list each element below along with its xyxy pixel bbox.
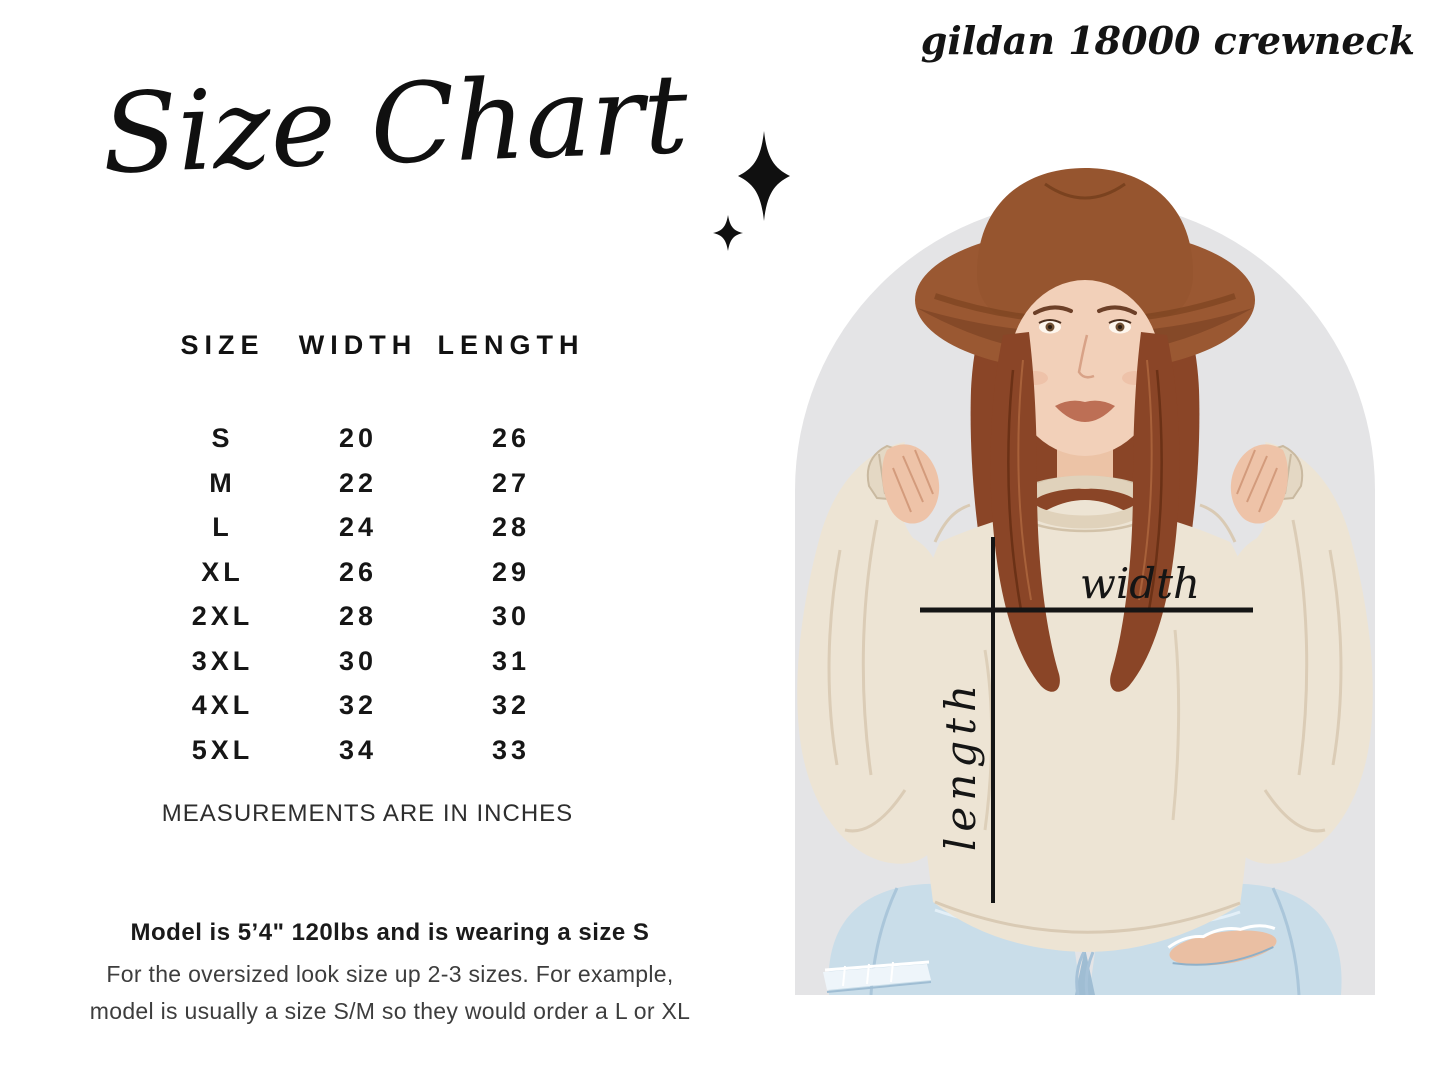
table-row: 4XL 32 32 xyxy=(160,683,591,728)
eye-right xyxy=(1108,319,1132,334)
hat-crease xyxy=(1044,182,1126,200)
left-arm xyxy=(797,442,946,864)
table-row: S 20 26 xyxy=(160,416,591,461)
table-row: XL 26 29 xyxy=(160,550,591,595)
page-title: Size Chart xyxy=(99,49,690,199)
width-cell: 22 xyxy=(338,467,378,498)
width-cell: 34 xyxy=(338,734,378,765)
size-cell: 3XL xyxy=(191,645,254,676)
table-body: S 20 26 M 22 27 L 24 28 XL 26 29 2XL 28 xyxy=(160,416,591,772)
measurements-note: MEASUREMENTS ARE IN INCHES xyxy=(161,800,574,827)
model-info-text: Model is 5’4" 120lbs and is wearing a si… xyxy=(130,919,650,946)
size-cell: M xyxy=(209,467,236,498)
eyebrow-right xyxy=(1097,305,1137,315)
table-row: 5XL 34 33 xyxy=(160,728,591,773)
size-cell: S xyxy=(211,423,234,453)
right-hand xyxy=(1230,444,1288,524)
nose xyxy=(1077,334,1095,379)
model-photo: width length xyxy=(785,150,1385,996)
right-arm xyxy=(1224,442,1373,864)
sparkles-icon xyxy=(713,131,790,251)
width-cell: 32 xyxy=(338,690,378,720)
table-header-row: SIZE WIDTH LENGTH xyxy=(160,330,591,360)
product-name: gildan 18000 crewneck xyxy=(920,18,1415,63)
hat-crown xyxy=(976,168,1194,316)
width-cell: 28 xyxy=(338,601,378,631)
length-cell: 29 xyxy=(491,556,531,587)
hat-brim-shadow xyxy=(917,308,1253,355)
width-cell: 26 xyxy=(338,556,378,587)
ripped-slash xyxy=(823,960,932,993)
table-row: 3XL 30 31 xyxy=(160,639,591,684)
column-header-width: WIDTH xyxy=(298,330,418,360)
length-cell: 26 xyxy=(491,423,531,453)
length-cell: 31 xyxy=(491,645,531,676)
size-cell: 2XL xyxy=(191,601,254,631)
size-cell: L xyxy=(212,512,233,542)
jeans xyxy=(823,883,1342,996)
size-chart-table: SIZE WIDTH LENGTH S 20 26 M 22 27 L 24 2… xyxy=(160,330,591,772)
width-cell: 24 xyxy=(338,512,378,542)
column-header-size: SIZE xyxy=(180,330,265,360)
oversize-note-line1: For the oversized look size up 2-3 sizes… xyxy=(106,961,674,987)
table-row: M 22 27 xyxy=(160,461,591,506)
size-cell: 4XL xyxy=(191,690,254,720)
column-header-length: LENGTH xyxy=(437,330,585,360)
sizing-advice: Model is 5’4" 120lbs and is wearing a si… xyxy=(40,918,740,1030)
length-cell: 33 xyxy=(491,734,531,765)
sweatshirt xyxy=(915,500,1258,952)
lips xyxy=(1055,400,1115,422)
size-cell: XL xyxy=(201,556,244,587)
table-row: 2XL 28 30 xyxy=(160,594,591,639)
length-cell: 32 xyxy=(491,690,531,720)
size-cell: 5XL xyxy=(191,734,254,765)
width-cell: 20 xyxy=(338,423,378,453)
length-cell: 28 xyxy=(491,512,531,542)
left-hand xyxy=(882,444,940,524)
length-cell: 27 xyxy=(491,467,531,498)
width-annotation: width xyxy=(1080,559,1200,608)
model-illustration: width length xyxy=(795,168,1375,996)
hair-front xyxy=(990,332,1180,692)
eyebrow-left xyxy=(1033,305,1073,315)
length-cell: 30 xyxy=(491,601,531,631)
ripped-hole xyxy=(1167,924,1277,966)
table-row: L 24 28 xyxy=(160,505,591,550)
length-annotation: length xyxy=(936,679,985,851)
eye-left xyxy=(1038,319,1062,334)
width-cell: 30 xyxy=(338,645,378,676)
oversize-note-line2: model is usually a size S/M so they woul… xyxy=(89,998,691,1024)
